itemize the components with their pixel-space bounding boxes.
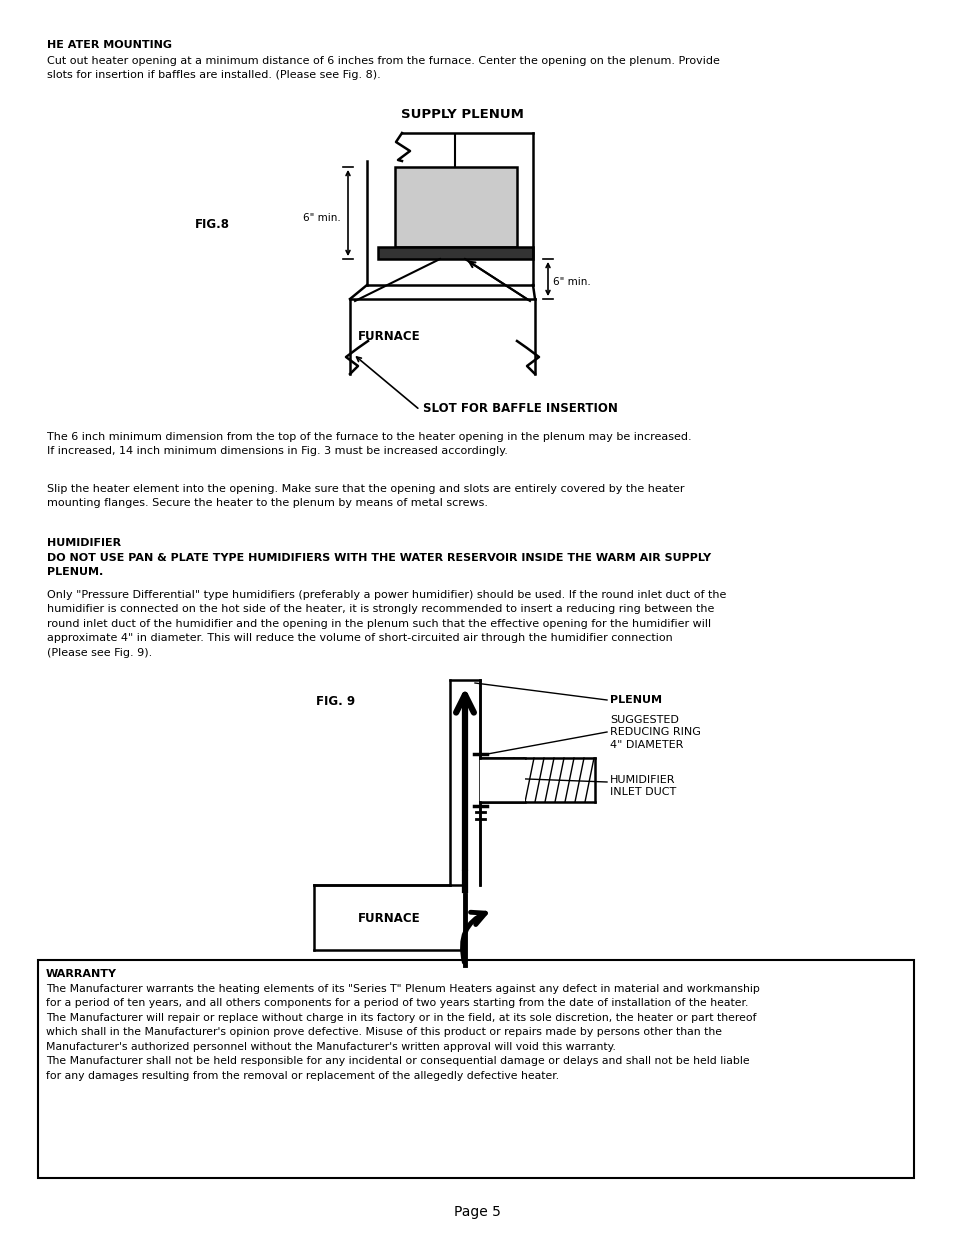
- Text: 6" min.: 6" min.: [553, 277, 590, 287]
- Text: HUMIDIFIER: HUMIDIFIER: [47, 538, 121, 548]
- Text: The 6 inch minimum dimension from the top of the furnace to the heater opening i: The 6 inch minimum dimension from the to…: [47, 432, 691, 457]
- Text: FURNACE: FURNACE: [357, 330, 420, 342]
- Text: Cut out heater opening at a minimum distance of 6 inches from the furnace. Cente: Cut out heater opening at a minimum dist…: [47, 56, 720, 80]
- Text: WARRANTY: WARRANTY: [46, 969, 117, 979]
- Text: SUPPLY PLENUM: SUPPLY PLENUM: [400, 107, 523, 121]
- Text: FIG.8: FIG.8: [194, 219, 230, 231]
- Text: HUMIDIFIER
INLET DUCT: HUMIDIFIER INLET DUCT: [609, 776, 676, 798]
- Text: Only "Pressure Differential" type humidifiers (preferably a power humidifier) sh: Only "Pressure Differential" type humidi…: [47, 590, 725, 657]
- Text: The Manufacturer warrants the heating elements of its "Series T" Plenum Heaters : The Manufacturer warrants the heating el…: [46, 984, 760, 1081]
- Text: FIG. 9: FIG. 9: [315, 695, 355, 708]
- Bar: [38, 960, 913, 1178]
- Text: HE ATER MOUNTING: HE ATER MOUNTING: [47, 40, 172, 49]
- Text: Slip the heater element into the opening. Make sure that the opening and slots a: Slip the heater element into the opening…: [47, 484, 684, 509]
- Text: PLENUM: PLENUM: [609, 695, 661, 705]
- Bar: [377, 247, 533, 259]
- Text: 6" min.: 6" min.: [303, 212, 340, 224]
- Text: SUGGESTED
REDUCING RING
4" DIAMETER: SUGGESTED REDUCING RING 4" DIAMETER: [609, 715, 700, 750]
- Text: DO NOT USE PAN & PLATE TYPE HUMIDIFIERS WITH THE WATER RESERVOIR INSIDE THE WARM: DO NOT USE PAN & PLATE TYPE HUMIDIFIERS …: [47, 553, 710, 577]
- Text: SLOT FOR BAFFLE INSERTION: SLOT FOR BAFFLE INSERTION: [422, 401, 618, 415]
- Bar: [395, 167, 517, 247]
- Text: Page 5: Page 5: [453, 1205, 500, 1219]
- Bar: [479, 758, 524, 802]
- Text: FURNACE: FURNACE: [357, 911, 420, 925]
